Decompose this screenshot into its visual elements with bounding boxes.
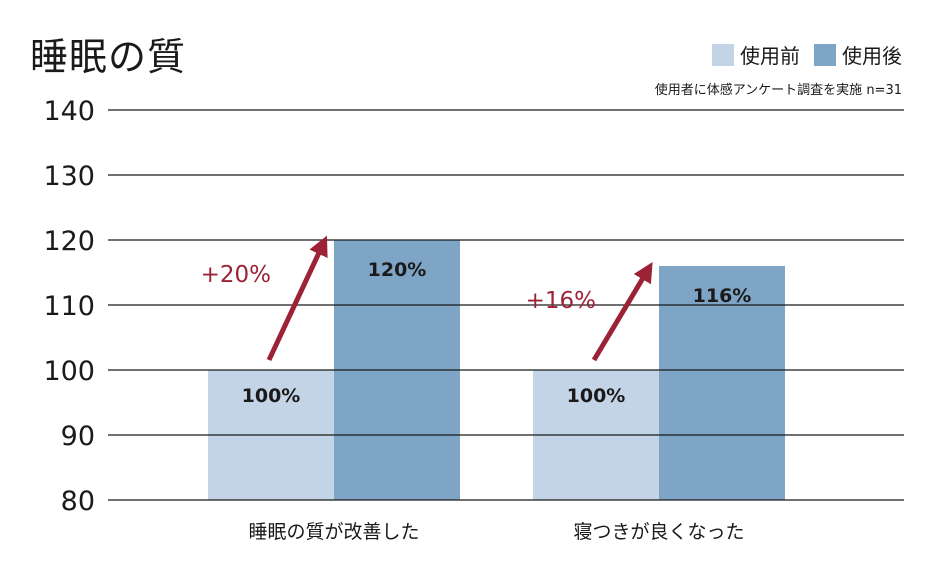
survey-note: 使用者に体感アンケート調査を実施 n=31 <box>654 83 902 98</box>
category-label-2: 寝つきが良くなった <box>573 521 744 543</box>
chart-title: 睡眠の質 <box>30 35 187 79</box>
legend-item-after: 使用後 <box>814 40 902 69</box>
data-label-before-2: 100% <box>567 385 626 407</box>
y-tick-label-110: 110 <box>43 291 95 322</box>
increase-arrow-2 <box>591 261 653 362</box>
increase-arrow-1 <box>266 235 328 362</box>
legend: 使用前 使用後 <box>698 40 902 69</box>
category-label-1: 睡眠の質が改善した <box>248 521 419 543</box>
legend-item-before: 使用前 <box>712 40 800 69</box>
y-tick-label-100: 100 <box>43 356 95 387</box>
data-label-before-1: 100% <box>242 385 301 407</box>
y-tick-label-120: 120 <box>43 226 95 257</box>
y-tick-label-90: 90 <box>61 421 95 452</box>
y-tick-label-140: 140 <box>43 96 95 127</box>
data-label-after-1: 120% <box>368 259 427 281</box>
y-tick-label-130: 130 <box>43 161 95 192</box>
legend-swatch-before <box>712 43 734 66</box>
legend-swatch-after <box>814 43 836 66</box>
increase-annotation-1: +20% <box>201 262 271 288</box>
legend-label-after: 使用後 <box>842 44 902 68</box>
legend-label-before: 使用前 <box>740 44 800 68</box>
data-label-after-2: 116% <box>693 285 752 307</box>
y-tick-label-80: 80 <box>61 486 95 517</box>
increase-annotation-2: +16% <box>526 288 596 314</box>
